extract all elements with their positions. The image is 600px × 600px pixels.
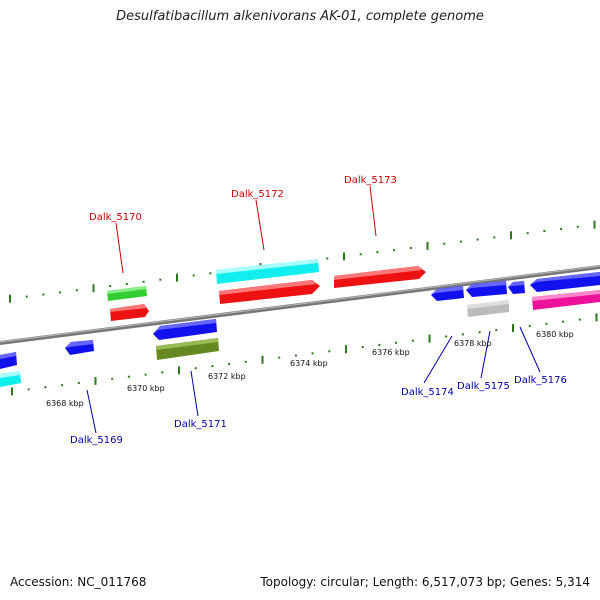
minor-tick — [161, 371, 164, 374]
reverse-features — [0, 272, 600, 387]
minor-tick — [228, 363, 231, 365]
minor-tick — [459, 240, 462, 243]
page-title: Desulfatibacillum alkenivorans AK-01, co… — [116, 9, 484, 24]
minor-tick — [359, 253, 362, 256]
minor-tick — [560, 227, 563, 230]
scale-label-6372: 6372 kbp — [208, 372, 246, 381]
gene-label-dalk-5175[interactable]: Dalk_5175 — [457, 381, 510, 392]
minor-tick — [543, 230, 546, 232]
minor-tick — [545, 322, 548, 325]
minor-tick — [495, 329, 498, 332]
minor-tick — [361, 346, 364, 349]
minor-tick — [109, 285, 112, 287]
minor-tick — [127, 375, 130, 378]
reverse-tick-track — [11, 313, 598, 396]
minor-tick — [378, 343, 381, 346]
scale-label-6368: 6368 kbp — [46, 399, 84, 408]
genome-summary-text: Topology: circular; Length: 6,517,073 bp… — [260, 575, 590, 589]
scale-labels: 6368 kbp 6370 kbp 6372 kbp 6374 kbp 6376… — [46, 330, 574, 408]
genome-backbone — [0, 265, 600, 345]
accession-text: Accession: NC_011768 — [10, 575, 147, 589]
minor-tick — [211, 365, 214, 368]
minor-tick — [244, 360, 247, 363]
scale-label-6374: 6374 kbp — [290, 359, 328, 368]
minor-tick — [44, 386, 47, 389]
minor-tick — [526, 232, 529, 235]
gene-label-dalk-5176[interactable]: Dalk_5176 — [514, 375, 567, 386]
minor-tick — [209, 272, 212, 275]
scale-label-6380: 6380 kbp — [536, 330, 574, 339]
gene-label-dalk-5169[interactable]: Dalk_5169 — [70, 435, 123, 446]
scale-label-6376: 6376 kbp — [372, 348, 410, 357]
minor-tick — [409, 247, 412, 249]
minor-tick — [578, 318, 581, 321]
minor-tick — [443, 242, 446, 245]
gene-label-dalk-5174[interactable]: Dalk_5174 — [401, 387, 454, 398]
minor-tick — [445, 335, 448, 338]
label-leaders — [86, 185, 541, 434]
minor-tick — [328, 350, 331, 353]
minor-tick — [576, 225, 579, 228]
minor-tick — [326, 257, 329, 260]
minor-tick — [144, 373, 147, 376]
gene-label-dalk-5171[interactable]: Dalk_5171 — [174, 419, 227, 430]
minor-tick — [461, 333, 464, 336]
minor-tick — [278, 356, 281, 359]
gene-label-dalk-5170[interactable]: Dalk_5170 — [89, 212, 142, 223]
minor-tick — [192, 274, 195, 277]
minor-tick — [478, 331, 481, 334]
minor-tick — [25, 295, 28, 298]
minor-tick — [393, 249, 396, 252]
minor-tick — [194, 367, 197, 370]
gene-label-dalk-5173[interactable]: Dalk_5173 — [344, 175, 397, 186]
minor-tick — [376, 251, 379, 254]
minor-tick — [528, 324, 531, 327]
minor-tick — [142, 280, 145, 283]
minor-tick — [75, 289, 78, 292]
scale-label-6370: 6370 kbp — [127, 384, 165, 393]
minor-tick — [493, 236, 496, 239]
minor-tick — [476, 238, 479, 241]
minor-tick — [42, 293, 45, 296]
minor-tick — [111, 377, 114, 380]
minor-tick — [59, 291, 62, 294]
minor-tick — [61, 384, 64, 387]
minor-tick — [562, 320, 565, 323]
minor-tick — [294, 354, 297, 357]
gene-label-dalk-5172[interactable]: Dalk_5172 — [231, 189, 284, 200]
minor-tick — [125, 282, 128, 285]
minor-tick — [159, 278, 162, 281]
scale-label-6378: 6378 kbp — [454, 339, 492, 348]
genome-backbone-highlight — [0, 265, 600, 343]
minor-tick — [411, 339, 414, 342]
minor-tick — [395, 341, 398, 344]
forward-features — [107, 259, 600, 321]
minor-tick — [311, 352, 314, 355]
minor-tick — [27, 388, 30, 391]
minor-tick — [77, 382, 80, 384]
